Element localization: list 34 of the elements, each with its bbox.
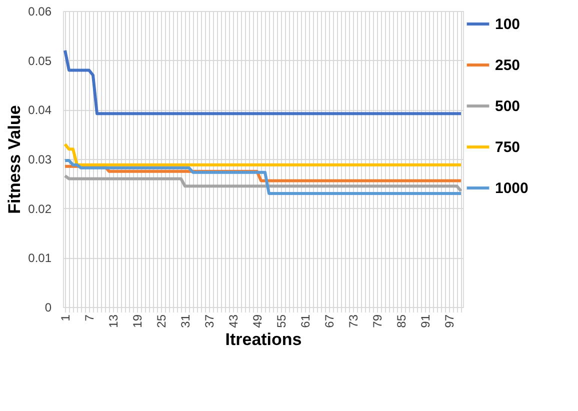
x-tick-label: 79: [370, 314, 384, 328]
legend-label: 250: [495, 57, 520, 74]
x-tick-label: 1: [58, 314, 72, 322]
legend-label: 100: [495, 16, 520, 33]
x-tick-label: 55: [274, 314, 288, 328]
legend-label: 500: [495, 98, 520, 115]
x-tick-label: 91: [418, 314, 432, 328]
y-tick-label: 0.02: [28, 202, 52, 216]
y-tick-label: 0.04: [28, 103, 52, 118]
x-tick-label: 49: [250, 314, 264, 328]
x-tick-label: 85: [394, 314, 408, 328]
x-tick-label: 73: [346, 314, 360, 328]
x-tick-label: 19: [130, 314, 144, 328]
line-series: [64, 158, 462, 196]
x-tick-label: 67: [322, 314, 336, 328]
y-tick-label: 0.03: [28, 152, 52, 166]
legend-label: 1000: [495, 180, 528, 197]
x-axis-title: Itreations: [225, 330, 302, 349]
x-tick-label: 97: [442, 314, 456, 328]
x-tick-label: 7: [82, 314, 96, 322]
x-tick-label: 31: [178, 314, 192, 328]
x-tick-label: 25: [154, 314, 168, 328]
legend-label: 750: [495, 139, 520, 156]
line-series: [64, 174, 462, 193]
y-tick-label: 0: [44, 300, 52, 314]
x-tick-label: 13: [106, 314, 120, 328]
line-series: [64, 48, 462, 116]
y-tick-label: 0.06: [28, 4, 52, 18]
y-axis-title: Fitness Value: [5, 105, 24, 214]
x-tick-label: 37: [202, 314, 216, 328]
y-tick-label: 0.01: [28, 251, 52, 266]
x-tick-label: 61: [298, 314, 312, 328]
x-tick-label: 43: [226, 314, 240, 328]
y-tick-label: 0.05: [28, 54, 52, 68]
